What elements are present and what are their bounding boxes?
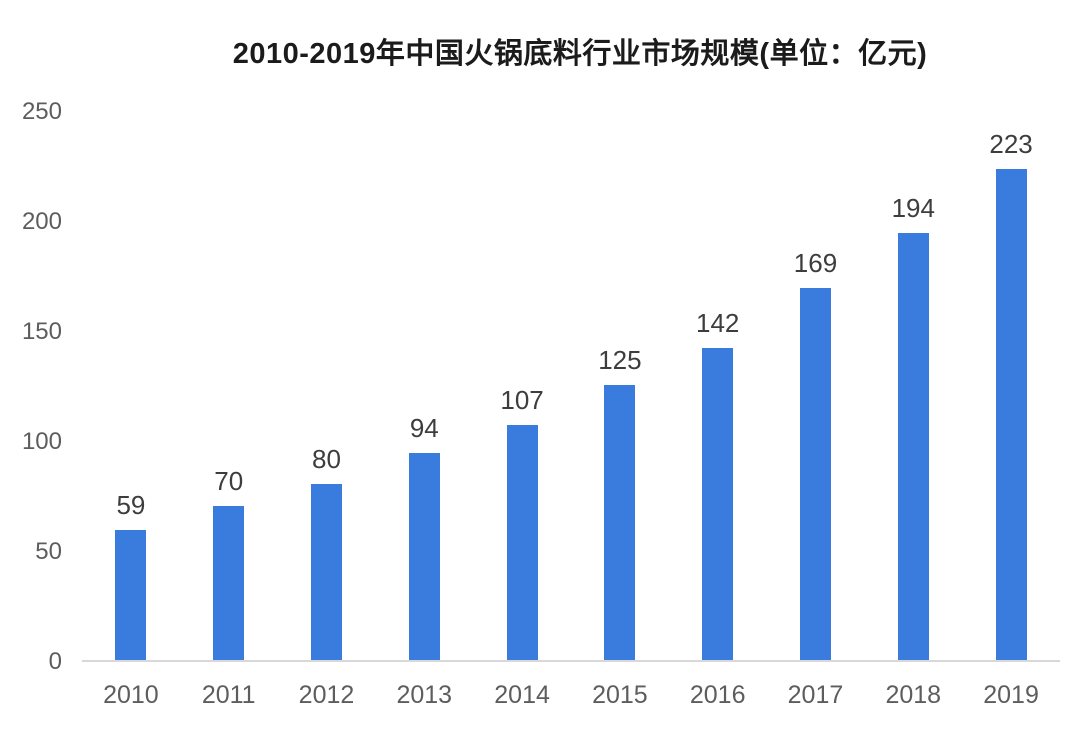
bar xyxy=(799,288,831,660)
bar-value-label: 223 xyxy=(989,129,1033,160)
x-axis-label: 2010 xyxy=(103,681,159,709)
bar-group: 223 2019 xyxy=(962,112,1060,709)
bar-group: 142 2016 xyxy=(669,112,767,709)
bar xyxy=(897,233,929,660)
bar xyxy=(995,169,1027,660)
bar-value-label: 194 xyxy=(891,193,935,224)
y-axis-tick-label: 0 xyxy=(48,648,62,675)
bar-value-label: 80 xyxy=(312,444,341,474)
chart-title: 2010-2019年中国火锅底料行业市场规模(单位：亿元) xyxy=(232,38,928,70)
bar-value-label: 70 xyxy=(214,466,244,496)
bar-value-label: 107 xyxy=(500,384,544,415)
x-axis-label: 2019 xyxy=(983,681,1039,709)
bar-group: 107 2014 xyxy=(473,112,571,709)
x-axis-label: 2011 xyxy=(201,681,256,709)
x-axis-label: 2014 xyxy=(494,681,550,709)
y-axis-tick-label: 250 xyxy=(21,98,62,125)
bar xyxy=(310,484,342,660)
bar-group: 70 2011 xyxy=(180,112,278,709)
x-axis-label: 2016 xyxy=(689,681,746,709)
bar-value-label: 169 xyxy=(793,248,838,279)
bar xyxy=(506,424,538,660)
x-axis-label: 2012 xyxy=(298,681,355,709)
x-axis-label: 2015 xyxy=(592,681,648,709)
y-axis-tick-label: 100 xyxy=(21,428,62,455)
bar xyxy=(115,530,147,660)
bar-value-label: 125 xyxy=(598,345,642,375)
bar xyxy=(408,453,440,660)
bar-value-label: 94 xyxy=(409,413,439,444)
bar-group: 59 2010 xyxy=(82,112,180,709)
y-axis: 0 50 100 150 200 250 xyxy=(0,0,68,730)
bar-value-label: 59 xyxy=(116,490,146,521)
bar xyxy=(702,347,734,660)
bar xyxy=(604,385,636,660)
bar-group: 169 2017 xyxy=(767,112,865,709)
x-axis-label: 2013 xyxy=(396,681,453,709)
y-axis-tick-label: 200 xyxy=(21,208,62,235)
y-axis-tick-label: 50 xyxy=(35,538,62,565)
bar xyxy=(213,506,245,660)
y-axis-tick-label: 150 xyxy=(21,318,62,345)
x-axis-label: 2017 xyxy=(787,681,844,709)
plot-area: 59 2010 70 2011 80 2012 94 2013 107 2014 125 2015 14… xyxy=(82,112,1060,709)
bar-group: 80 2012 xyxy=(278,112,376,709)
bar-group: 94 2013 xyxy=(375,112,473,709)
bar-value-label: 142 xyxy=(695,307,740,338)
bar-group: 125 2015 xyxy=(571,112,669,709)
bar-group: 194 2018 xyxy=(864,112,962,709)
x-axis-label: 2018 xyxy=(885,681,942,709)
